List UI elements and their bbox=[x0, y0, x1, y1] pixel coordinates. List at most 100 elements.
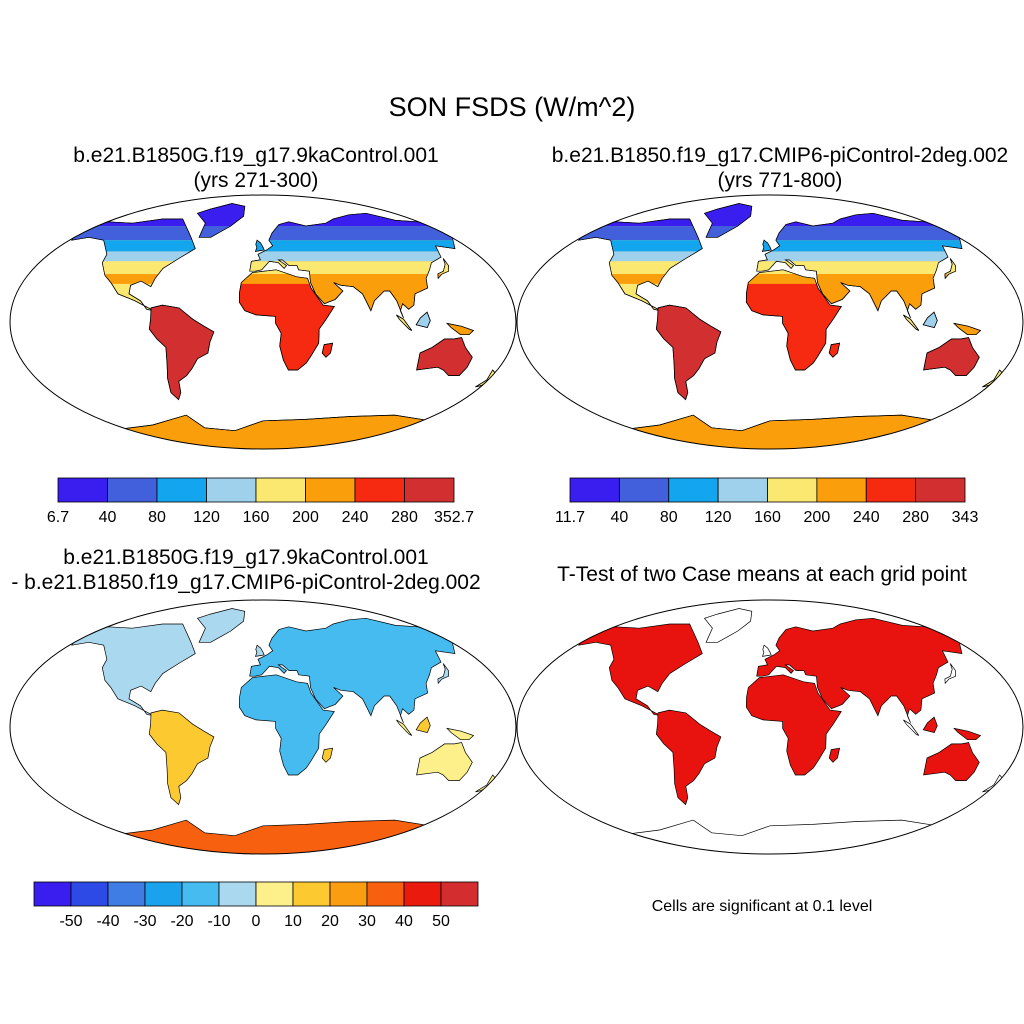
colorbar-label: 160 bbox=[243, 509, 270, 526]
colorbar-label: 80 bbox=[660, 509, 678, 526]
colorbar-box bbox=[717, 477, 768, 503]
land-japan bbox=[944, 663, 957, 685]
panel-title-case1: b.e21.B1850G.f19_g17.9kaControl.001 (yrs… bbox=[0, 143, 512, 193]
colorbar-label: -40 bbox=[96, 913, 119, 930]
land-southAmerica bbox=[655, 709, 722, 806]
land-newZealand bbox=[982, 369, 1005, 388]
panel-title-case1-line2: (yrs 271-300) bbox=[193, 169, 319, 192]
land-newZealand bbox=[475, 774, 498, 793]
land-antarctica bbox=[79, 819, 448, 854]
colorbar-label: -20 bbox=[170, 913, 193, 930]
panel-title-case2: b.e21.B1850.f19_g17.CMIP6-piControl-2deg… bbox=[512, 143, 1024, 193]
colorbar-difference: -50 -40 -30 -20 -10 0 10 20 30 40 50 bbox=[33, 881, 479, 930]
panel-title-case2-line1: b.e21.B1850.f19_g17.CMIP6-piControl-2deg… bbox=[551, 144, 1009, 167]
colorbar-case1: 6.7 40 80 120 160 200 240 280 352.7 bbox=[47, 477, 474, 526]
colorbar-box bbox=[403, 881, 442, 907]
colorbar-label: 40 bbox=[395, 913, 413, 930]
colorbar-label: 160 bbox=[754, 509, 781, 526]
map-case2 bbox=[516, 194, 1024, 450]
land-australia bbox=[923, 742, 980, 781]
land-madagascar bbox=[321, 747, 334, 763]
colorbar-box bbox=[206, 477, 257, 503]
colorbar-label: -10 bbox=[207, 913, 230, 930]
colorbar-box bbox=[70, 881, 109, 907]
colorbar-box bbox=[668, 477, 719, 503]
panel-title-ttest-line1: T-Test of two Case means at each grid po… bbox=[557, 563, 967, 586]
land-newGuinea bbox=[953, 727, 982, 741]
colorbar-label: 30 bbox=[358, 913, 376, 930]
panel-title-ttest: T-Test of two Case means at each grid po… bbox=[512, 562, 1012, 587]
colorbar-label: 120 bbox=[705, 509, 732, 526]
colorbar-label: 10 bbox=[284, 913, 302, 930]
land-sumatra bbox=[903, 719, 920, 736]
colorbar-label: 280 bbox=[391, 509, 418, 526]
colorbar-label: 6.7 bbox=[47, 509, 69, 526]
colorbar-box bbox=[915, 477, 966, 503]
colorbar-label: 40 bbox=[99, 509, 117, 526]
colorbar-label: 240 bbox=[342, 509, 369, 526]
colorbar-box bbox=[107, 881, 146, 907]
colorbar-label: 50 bbox=[432, 913, 450, 930]
land-sumatra bbox=[903, 314, 920, 331]
land-antarctica bbox=[586, 819, 955, 854]
colorbar-label: 80 bbox=[148, 509, 166, 526]
land-antarctica bbox=[586, 414, 955, 449]
land-northAmerica bbox=[578, 623, 703, 717]
colorbar-label: 120 bbox=[193, 509, 220, 526]
map-case1 bbox=[9, 194, 517, 450]
land-borneo bbox=[922, 716, 938, 734]
panel-title-case1-line1: b.e21.B1850G.f19_g17.9kaControl.001 bbox=[73, 144, 439, 167]
colorbar-box bbox=[33, 881, 72, 907]
land-newZealand bbox=[475, 369, 498, 388]
panel-title-difference-line1: b.e21.B1850G.f19_g17.9kaControl.001 bbox=[63, 546, 429, 569]
colorbar-box bbox=[255, 881, 294, 907]
panel-title-difference: b.e21.B1850G.f19_g17.9kaControl.001 - b.… bbox=[0, 545, 512, 595]
land-australia bbox=[416, 742, 473, 781]
land-northAmerica bbox=[71, 623, 196, 717]
colorbar-label: 0 bbox=[252, 913, 261, 930]
colorbar-box bbox=[181, 881, 220, 907]
colorbar-label: 240 bbox=[853, 509, 880, 526]
colorbar-box bbox=[156, 477, 207, 503]
land-antarctica bbox=[79, 414, 448, 449]
colorbar-label: -30 bbox=[133, 913, 156, 930]
colorbar-label: 11.7 bbox=[555, 509, 585, 526]
colorbar-box bbox=[305, 477, 356, 503]
colorbar-box bbox=[107, 477, 158, 503]
land-madagascar bbox=[828, 747, 841, 763]
land-newZealand bbox=[982, 774, 1005, 793]
land-africa bbox=[238, 674, 335, 776]
colorbar-label: 200 bbox=[804, 509, 831, 526]
map-difference bbox=[9, 599, 517, 855]
colorbar-label: 40 bbox=[610, 509, 628, 526]
land-southAmerica bbox=[148, 304, 215, 401]
land-newGuinea bbox=[446, 727, 475, 741]
land-greenland bbox=[196, 608, 246, 643]
land-sumatra bbox=[396, 314, 413, 331]
land-borneo bbox=[415, 716, 431, 734]
colorbar-box bbox=[255, 477, 306, 503]
colorbar-box bbox=[366, 881, 405, 907]
map-frame bbox=[516, 599, 1024, 855]
page-title: SON FSDS (W/m^2) bbox=[388, 92, 636, 122]
significance-note: Cells are significant at 0.1 level bbox=[651, 898, 873, 915]
land-britain bbox=[254, 644, 265, 657]
map-frame bbox=[516, 194, 1024, 450]
panel-title-case2-line2: (yrs 771-800) bbox=[717, 169, 843, 192]
land-sumatra bbox=[396, 719, 413, 736]
colorbar-box bbox=[354, 477, 405, 503]
colorbar-label: -50 bbox=[59, 913, 82, 930]
colorbar-box bbox=[218, 881, 257, 907]
colorbar-box bbox=[569, 477, 620, 503]
colorbar-label: 200 bbox=[292, 509, 319, 526]
colorbar-label: 280 bbox=[902, 509, 929, 526]
land-eurasia bbox=[249, 617, 467, 723]
land-japan bbox=[437, 663, 450, 685]
land-southAmerica bbox=[655, 304, 722, 401]
land-eurasia bbox=[756, 617, 974, 723]
colorbar-case2: 11.7 40 80 120 160 200 240 280 343 bbox=[555, 477, 978, 526]
colorbar-box bbox=[329, 881, 368, 907]
colorbar-box bbox=[144, 881, 183, 907]
land-africa bbox=[745, 674, 842, 776]
